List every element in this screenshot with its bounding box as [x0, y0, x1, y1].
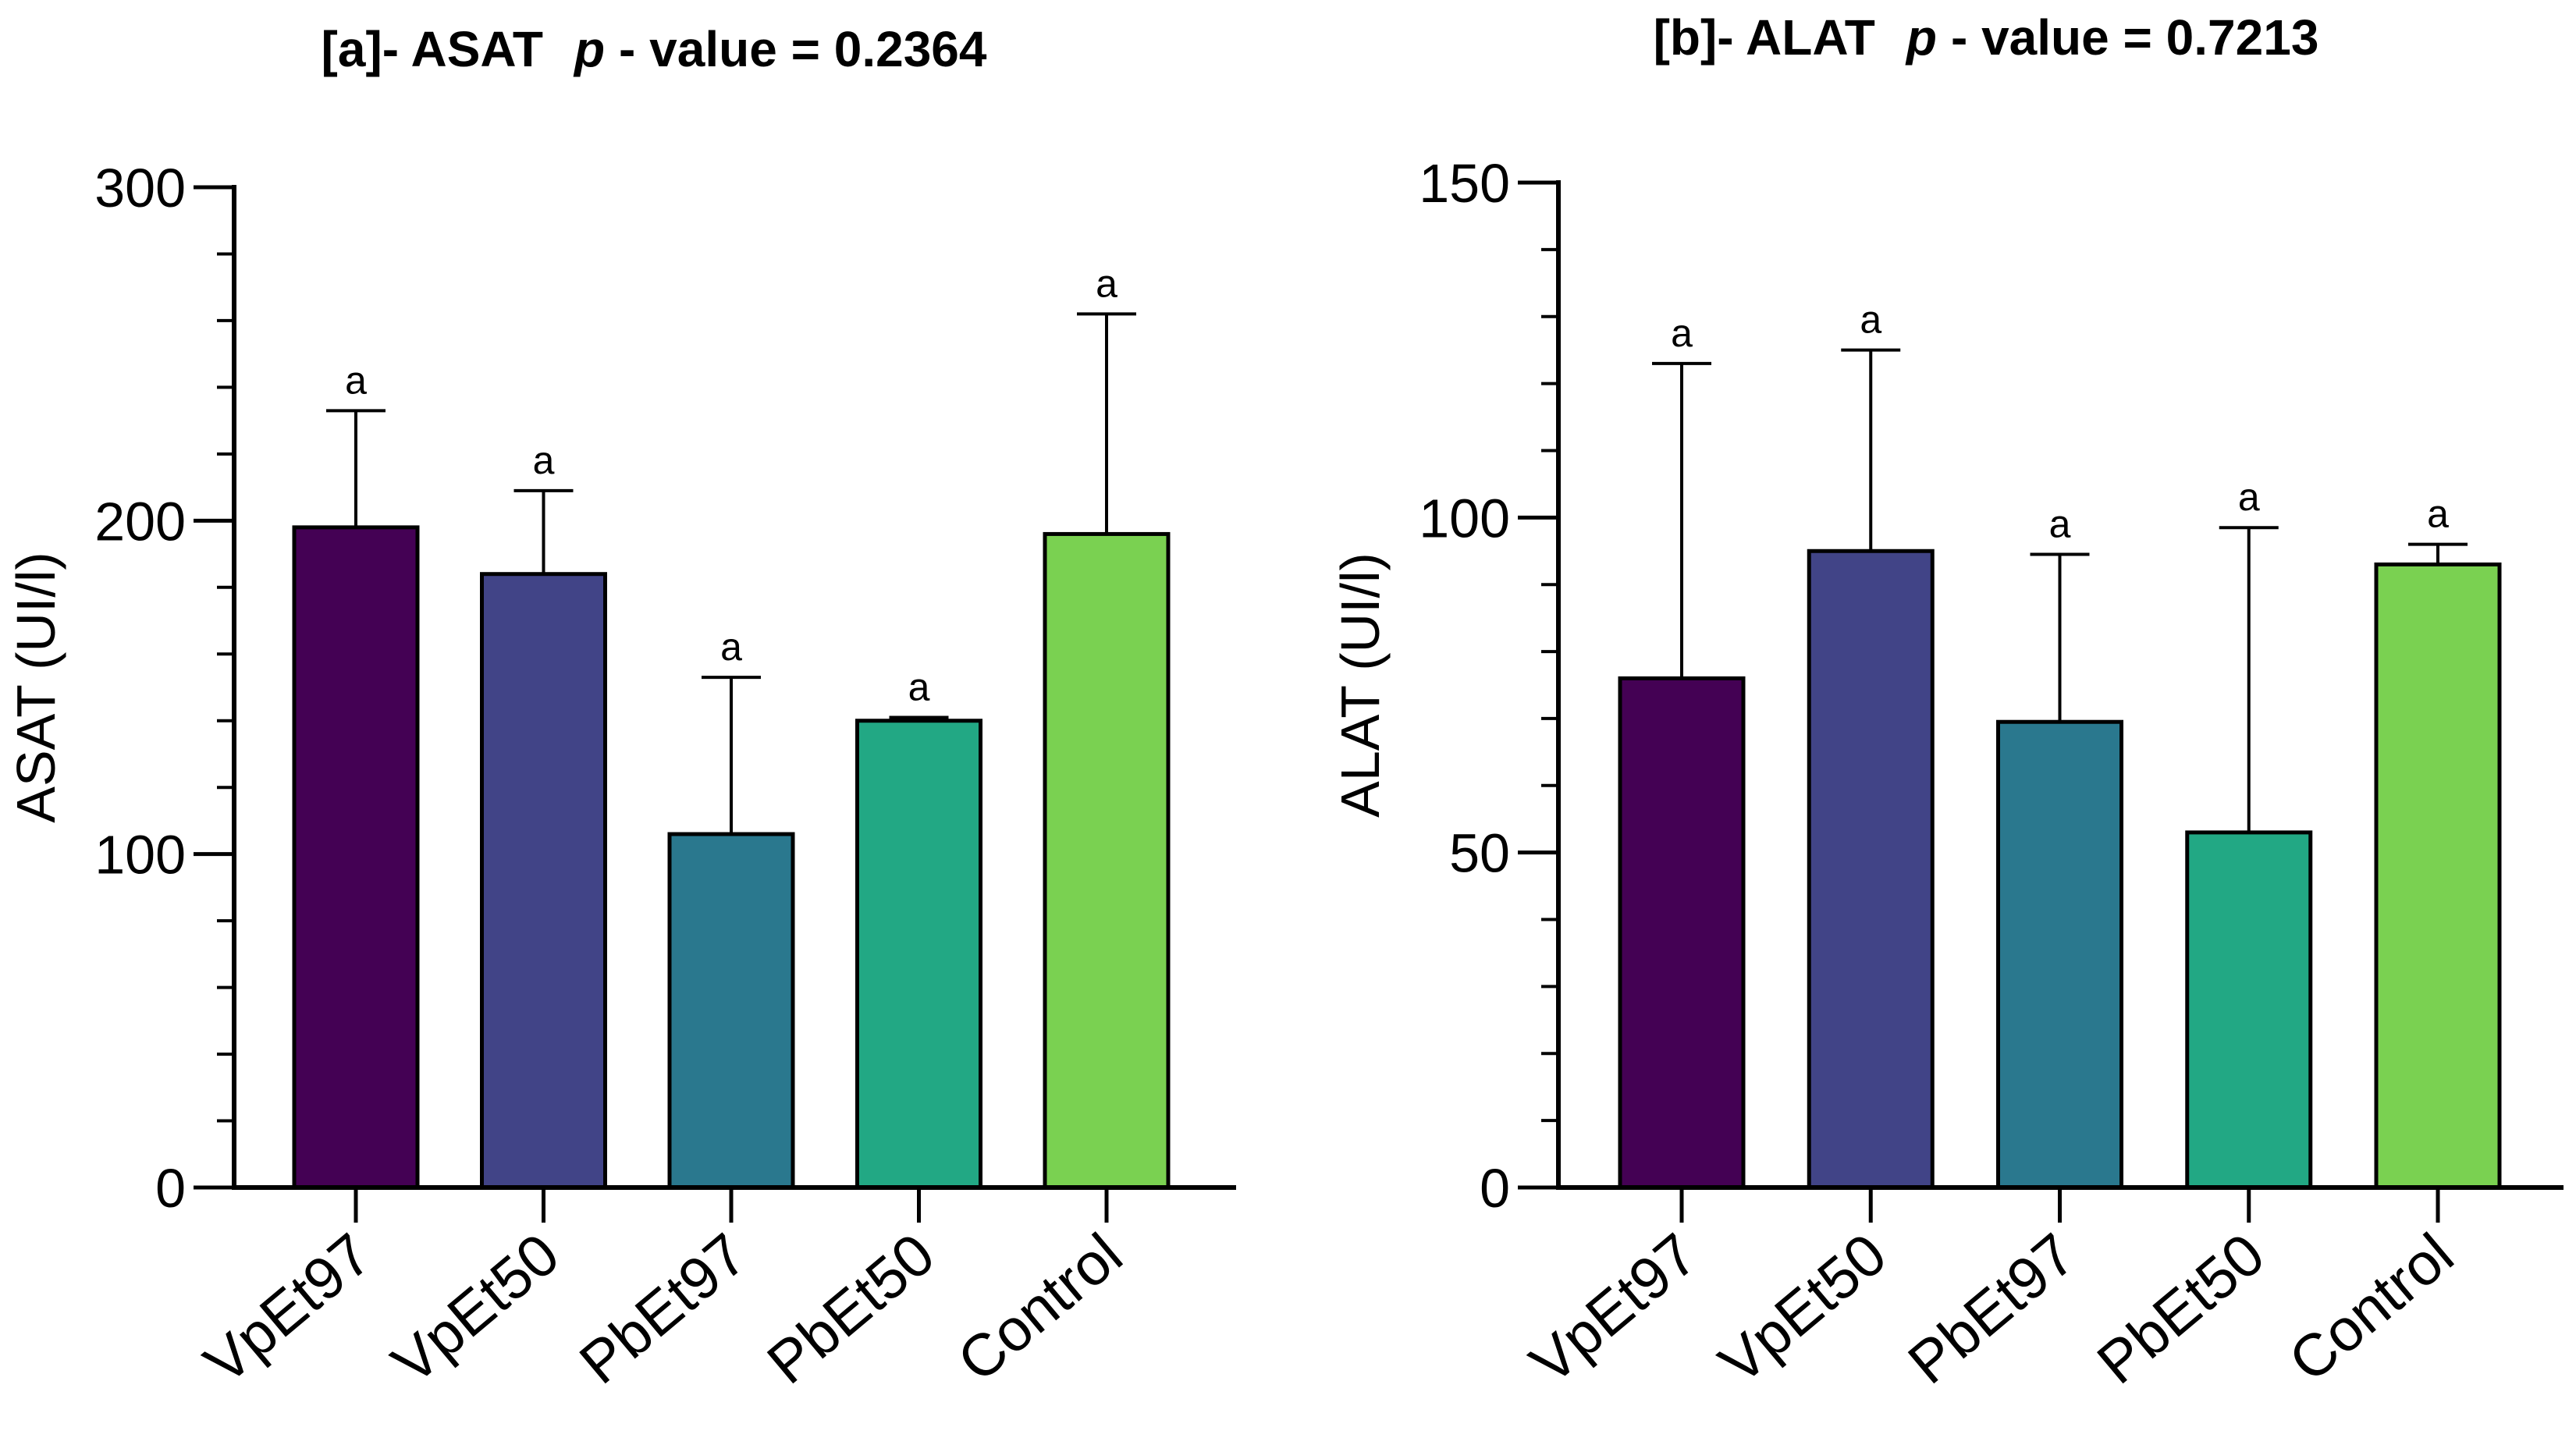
x-category-label: PbEt50: [2085, 1221, 2277, 1397]
significance-label: a: [1671, 311, 1693, 355]
x-category-label: VpEt50: [1707, 1221, 1899, 1397]
x-category-label: Control: [946, 1221, 1135, 1395]
bar-vpet97: [1618, 676, 1746, 1190]
alat-chart-panel: [b]- ALAT p - value = 0.7213 ALAT (UI/l) 0 50…: [1330, 9, 2564, 1397]
bar-pbet97: [1996, 719, 2123, 1190]
significance-label: a: [345, 358, 367, 402]
x-category-label: PbEt97: [1896, 1221, 2088, 1397]
y-axis-label: ALAT (UI/l): [1330, 552, 1391, 818]
x-category-label: VpEt97: [192, 1221, 384, 1397]
significance-label: a: [1096, 261, 1117, 305]
significance-label: a: [2238, 475, 2260, 519]
chart-title-tag: [a]- ASAT: [322, 21, 543, 77]
bar-control: [1043, 531, 1171, 1190]
bar-pbet97: [667, 832, 795, 1190]
bar-vpet97: [292, 525, 420, 1190]
bar-pbet50: [855, 719, 982, 1190]
significance-label: a: [720, 625, 742, 669]
x-category-label: Control: [2277, 1221, 2466, 1395]
p-letter: p: [573, 21, 605, 77]
bar-vpet50: [480, 572, 607, 1190]
y-tick-label: 0: [155, 1158, 186, 1219]
p-value-text: - value = 0.2364: [619, 21, 987, 77]
asat-chart-panel: [a]- ASAT p - value = 0.2364 ASAT (UI/l) 0 10…: [5, 21, 1236, 1397]
x-category-label: VpEt97: [1518, 1221, 1710, 1397]
p-letter: p: [1905, 9, 1937, 66]
x-category-label: VpEt50: [380, 1221, 572, 1397]
bar-control: [2374, 562, 2502, 1190]
significance-label: a: [2427, 492, 2449, 536]
chart-title: [a]- ASAT p - value = 0.2364: [322, 21, 987, 77]
y-tick-label: 0: [1480, 1158, 1510, 1219]
significance-label: a: [2049, 502, 2071, 546]
p-value-text: - value = 0.7213: [1951, 9, 2318, 66]
y-tick-label: 300: [94, 158, 186, 218]
y-tick-label: 200: [94, 491, 186, 552]
chart-title: [b]- ALAT p - value = 0.7213: [1654, 9, 2319, 66]
bar-vpet50: [1807, 548, 1935, 1190]
x-category-label: PbEt97: [567, 1221, 759, 1397]
significance-label: a: [533, 438, 555, 482]
y-tick-label: 100: [1419, 488, 1510, 548]
x-category-label: PbEt50: [755, 1221, 947, 1397]
y-tick-label: 150: [1419, 153, 1510, 214]
chart-title-tag: [b]- ALAT: [1654, 9, 1875, 66]
y-tick-label: 50: [1449, 823, 1510, 884]
bar-pbet50: [2185, 830, 2313, 1190]
significance-label: a: [1860, 298, 1881, 342]
y-axis-label: ASAT (UI/l): [5, 552, 66, 822]
significance-label: a: [908, 665, 930, 708]
y-tick-label: 100: [94, 825, 186, 886]
